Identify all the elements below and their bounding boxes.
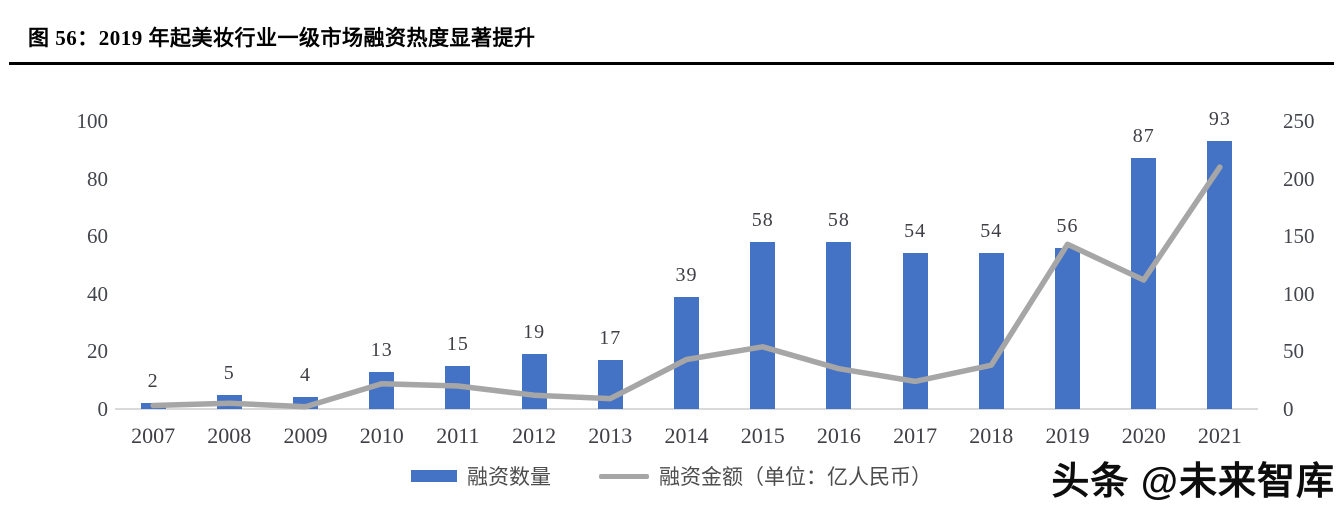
bar-series-swatch xyxy=(411,470,457,482)
x-axis-label-2007: 2007 xyxy=(131,423,176,448)
x-axis-label-2008: 2008 xyxy=(207,423,252,448)
bar-2019 xyxy=(1055,247,1080,409)
bar-value-label-2011: 15 xyxy=(446,332,469,355)
bar-2015 xyxy=(750,241,776,409)
right-axis-tick-50: 50 xyxy=(1283,339,1304,364)
bar-value-label-2009: 4 xyxy=(300,364,311,387)
bar-2020 xyxy=(1131,158,1157,409)
bar-value-label-2008: 5 xyxy=(223,361,235,384)
x-axis-label-2011: 2011 xyxy=(436,423,480,448)
right-axis-tick-0: 0 xyxy=(1283,397,1294,421)
bar-2016 xyxy=(826,241,852,409)
plot-area: 2 2007 5 2008 4 2009 13 2010 15 2011 19 2012 17 2013 3… xyxy=(115,108,1258,448)
right-axis-tick-100: 100 xyxy=(1283,281,1315,306)
x-axis-label-2014: 2014 xyxy=(664,423,709,448)
bar-2014 xyxy=(674,296,699,409)
bar-2010 xyxy=(369,371,395,409)
right-axis-tick-200: 200 xyxy=(1283,166,1315,191)
bar-value-label-2013: 17 xyxy=(599,327,622,350)
left-axis-tick-40: 40 xyxy=(87,281,108,306)
left-axis-tick-20: 20 xyxy=(87,339,108,364)
left-axis-tick-60: 60 xyxy=(87,224,108,249)
x-axis-label-2010: 2010 xyxy=(359,423,404,448)
bar-value-label-2018: 54 xyxy=(980,220,1003,243)
bar-value-label-2015: 58 xyxy=(751,208,774,231)
x-axis-label-2015: 2015 xyxy=(740,423,785,448)
legend-label-bar: 融资数量 xyxy=(467,465,551,489)
right-axis-tick-250: 250 xyxy=(1283,109,1315,133)
left-axis-tick-0: 0 xyxy=(97,397,109,421)
legend-label-line: 融资金额（单位：亿人民币） xyxy=(659,465,932,489)
toutiao-watermark: 头条 @未来智库 xyxy=(1051,461,1335,503)
legend-item-line-series: 融资金额（单位：亿人民币） xyxy=(599,461,932,491)
bar-value-label-2007: 2 xyxy=(147,370,159,393)
bar-value-label-2017: 54 xyxy=(904,220,927,243)
chart-legend: 融资数量 融资金额（单位：亿人民币） xyxy=(0,461,1343,491)
right-axis-tick-150: 150 xyxy=(1283,224,1315,249)
bar-2021 xyxy=(1207,141,1233,409)
figure-header: 图 56：2019 年起美妆行业一级市场融资热度显著提升 xyxy=(0,0,1343,65)
x-axis-line xyxy=(115,408,1258,410)
x-axis-label-2012: 2012 xyxy=(512,423,557,448)
bar-value-label-2012: 19 xyxy=(523,321,546,344)
bar-value-label-2020: 87 xyxy=(1132,125,1155,148)
bar-2018 xyxy=(978,253,1004,409)
left-axis-tick-80: 80 xyxy=(87,166,108,191)
x-axis-label-2009: 2009 xyxy=(283,423,328,448)
x-axis-label-2018: 2018 xyxy=(969,423,1014,448)
bar-2012 xyxy=(521,354,547,409)
x-axis-label-2020: 2020 xyxy=(1121,423,1166,448)
bar-value-label-2021: 93 xyxy=(1208,108,1231,131)
bar-2009 xyxy=(293,397,318,409)
x-axis-label-2021: 2021 xyxy=(1197,423,1242,448)
x-axis-label-2016: 2016 xyxy=(816,423,861,448)
line-series xyxy=(150,164,1223,410)
x-axis-label-2017: 2017 xyxy=(893,423,938,448)
title-divider-line xyxy=(9,62,1334,65)
figure-title: 图 56：2019 年起美妆行业一级市场融资热度显著提升 xyxy=(28,26,536,50)
x-axis-label-2013: 2013 xyxy=(588,423,633,448)
bar-value-label-2010: 13 xyxy=(370,338,393,361)
bar-value-label-2019: 56 xyxy=(1056,214,1079,237)
bar-value-label-2014: 39 xyxy=(675,263,698,286)
line-series-swatch xyxy=(599,473,649,479)
legend-item-bar-series: 融资数量 xyxy=(411,461,551,491)
left-axis-tick-100: 100 xyxy=(76,109,109,133)
x-axis-label-2019: 2019 xyxy=(1045,423,1090,448)
bar-value-label-2016: 58 xyxy=(827,208,850,231)
